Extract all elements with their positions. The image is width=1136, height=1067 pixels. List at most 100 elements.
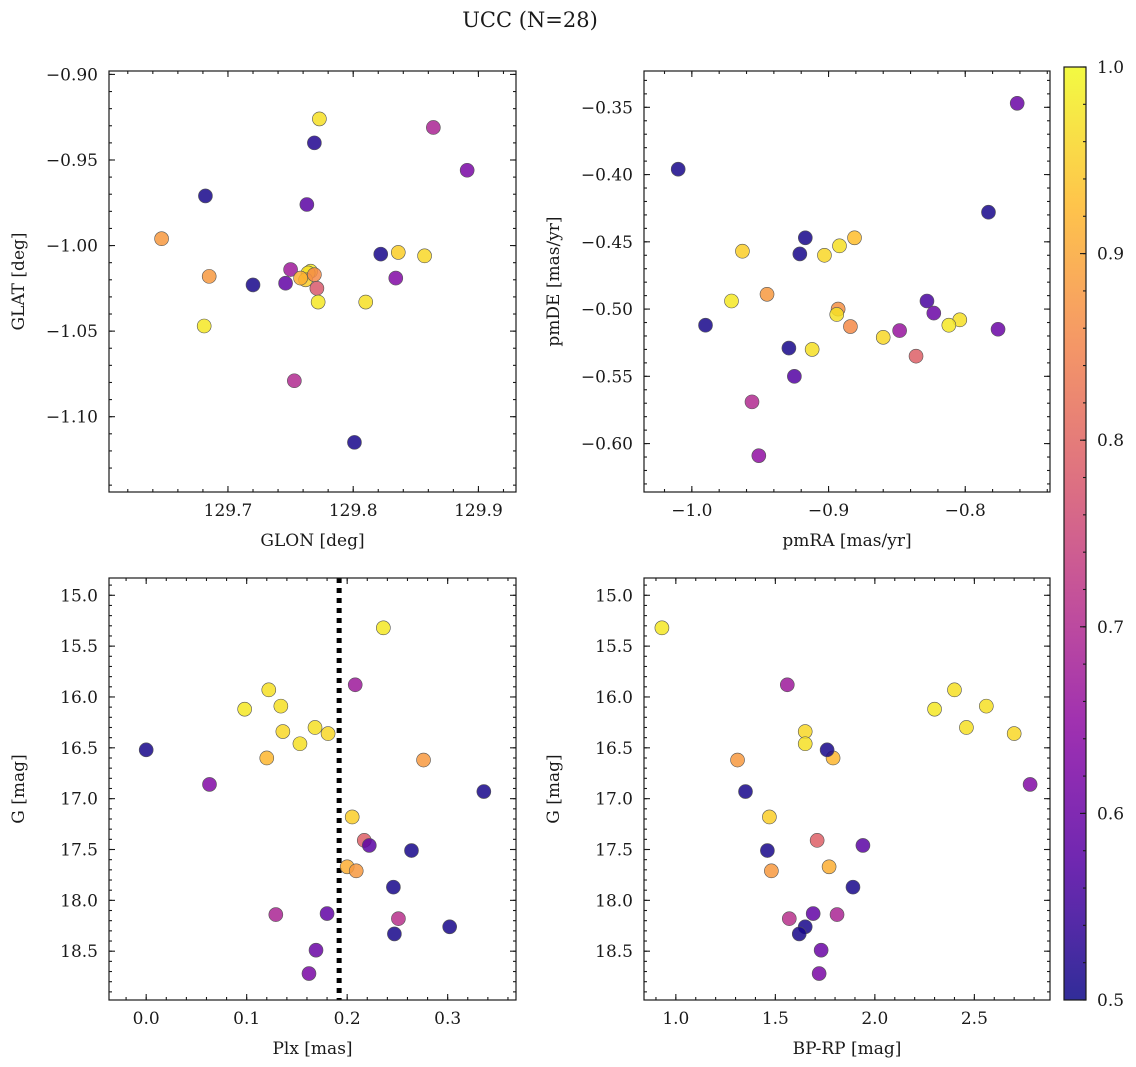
- x-tick-label: 1.0: [662, 1009, 689, 1029]
- data-point: [358, 294, 374, 310]
- data-point: [654, 620, 670, 636]
- axes-frame: [643, 70, 1051, 493]
- colorbar: 0.5 0.6 0.7 0.8 0.9 1.0: [1063, 58, 1124, 1011]
- y-tick-label: 15.0: [595, 586, 633, 606]
- x-axis-label: BP-RP [mag]: [793, 1039, 902, 1059]
- colorbar-gradient: [1064, 67, 1086, 1000]
- y-tick-label: 17.5: [595, 841, 633, 861]
- y-tick-label: 17.5: [60, 841, 98, 861]
- y-tick-label: 18.5: [60, 942, 98, 962]
- data-point: [730, 752, 745, 768]
- data-point: [908, 348, 924, 364]
- data-point: [201, 269, 217, 284]
- x-tick-label: 0.1: [233, 1009, 260, 1029]
- x-tick-label: −0.9: [808, 501, 849, 521]
- data-point: [442, 919, 457, 935]
- y-tick-label: 16.5: [60, 739, 98, 759]
- data-point: [245, 277, 261, 293]
- colorbar-tick-label: 0.7: [1097, 618, 1124, 638]
- data-point: [805, 906, 821, 921]
- y-tick-label: −0.35: [581, 98, 633, 118]
- y-tick-label: −0.40: [581, 166, 633, 186]
- data-point: [202, 777, 217, 792]
- data-point: [981, 204, 996, 220]
- data-point: [845, 879, 861, 895]
- colorbar-tick-label: 0.8: [1097, 431, 1124, 451]
- data-point: [426, 120, 441, 135]
- y-tick-label: 17.0: [60, 790, 98, 810]
- panel-1: 129.7 129.8 129.9 −0.90 −0.95 −1.00 −1.05 −1.10…: [9, 65, 517, 551]
- colorbar-tick-label: 0.9: [1097, 245, 1124, 265]
- data-point: [855, 838, 871, 853]
- data-point: [947, 682, 962, 698]
- data-point: [309, 281, 325, 296]
- data-point: [809, 833, 825, 848]
- data-point: [698, 317, 713, 333]
- y-tick-label: 18.5: [595, 942, 633, 962]
- y-tick-label: 18.0: [60, 891, 98, 911]
- data-point: [787, 369, 802, 384]
- data-point: [941, 317, 957, 333]
- axes-frame: [643, 577, 1051, 1001]
- data-point: [829, 307, 845, 322]
- y-tick-label: −0.95: [46, 151, 98, 171]
- y-tick-label: 16.0: [60, 688, 98, 708]
- data-point: [797, 724, 813, 739]
- data-point: [196, 318, 212, 334]
- data-point: [417, 248, 432, 264]
- data-point: [959, 720, 974, 735]
- data-point: [738, 784, 753, 799]
- y-axis-label: G [mag]: [544, 754, 564, 823]
- data-point: [310, 294, 326, 310]
- data-point: [817, 247, 832, 263]
- data-point: [979, 698, 994, 714]
- data-point: [990, 321, 1006, 337]
- x-tick-label: 0.0: [133, 1009, 160, 1029]
- figure-title: UCC (N=28): [462, 8, 598, 32]
- data-point: [724, 293, 739, 309]
- data-point: [1006, 726, 1022, 741]
- data-point: [459, 162, 475, 178]
- data-point: [307, 720, 323, 735]
- data-point: [735, 243, 750, 259]
- data-point: [811, 966, 827, 981]
- data-point: [779, 677, 795, 693]
- y-axis-label: G [mag]: [9, 754, 29, 823]
- x-tick-label: 129.8: [329, 501, 378, 521]
- data-point: [760, 843, 775, 858]
- data-point: [832, 238, 847, 254]
- data-point: [386, 879, 401, 895]
- data-point: [287, 373, 302, 389]
- data-point: [301, 966, 317, 981]
- x-axis-label: pmRA [mas/yr]: [782, 531, 911, 551]
- axes-frame: [108, 70, 517, 493]
- data-point: [821, 859, 837, 875]
- data-point: [390, 245, 406, 260]
- axes-frame: [108, 577, 517, 1001]
- x-tick-label: −1.0: [671, 501, 712, 521]
- y-tick-label: 17.0: [595, 790, 633, 810]
- data-point: [361, 838, 377, 853]
- y-axis-label: GLAT [deg]: [9, 232, 29, 330]
- y-tick-label: 16.5: [595, 739, 633, 759]
- data-point: [416, 752, 431, 768]
- y-tick-label: −0.55: [581, 367, 633, 387]
- data-point: [388, 270, 404, 286]
- data-point: [275, 724, 291, 739]
- data-point: [347, 677, 363, 693]
- data-point: [791, 926, 807, 942]
- data-point: [391, 911, 406, 926]
- y-tick-label: −0.60: [581, 435, 633, 455]
- data-point: [138, 742, 154, 758]
- colorbar-frame: [1063, 66, 1087, 1001]
- data-point: [751, 448, 767, 463]
- data-point: [927, 701, 942, 717]
- colorbar-tick-label: 0.5: [1097, 991, 1124, 1011]
- data-point: [781, 911, 797, 926]
- data-point: [843, 319, 858, 334]
- data-point: [797, 736, 813, 752]
- data-point: [404, 843, 419, 858]
- data-point: [759, 286, 775, 302]
- data-point: [670, 161, 686, 177]
- data-point: [476, 784, 492, 799]
